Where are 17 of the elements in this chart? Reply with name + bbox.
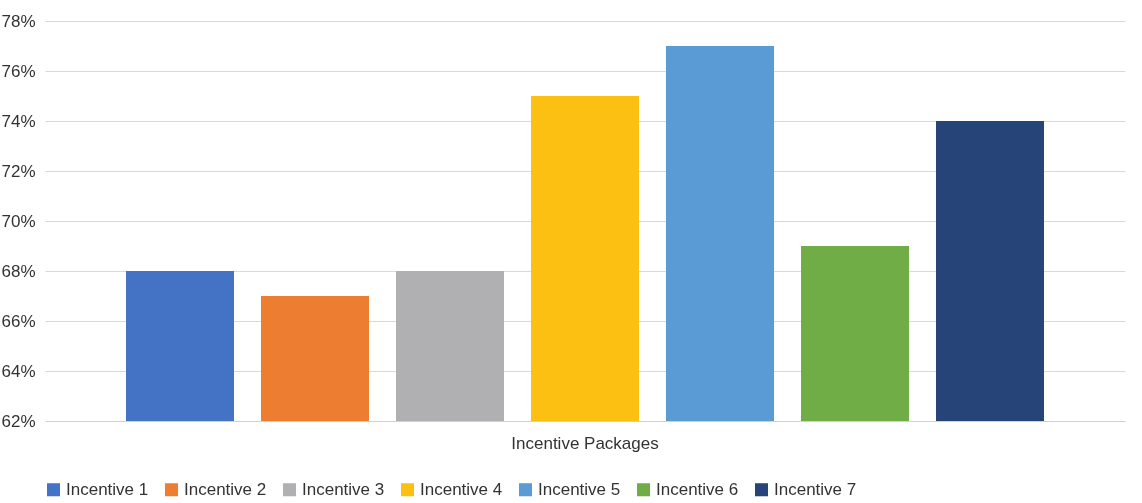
legend-label: Incentive 4 xyxy=(420,479,503,499)
y-tick-label: 64% xyxy=(1,361,36,381)
y-tick-label: 70% xyxy=(1,211,36,231)
y-tick-label: 74% xyxy=(1,111,36,131)
legend-label: Incentive 5 xyxy=(538,479,621,499)
legend-label: Incentive 1 xyxy=(66,479,149,499)
y-tick-label: 72% xyxy=(1,161,36,181)
legend-label: Incentive 3 xyxy=(302,479,385,499)
y-tick-label: 66% xyxy=(1,311,36,331)
x-tick-label: Incentive Packages xyxy=(511,433,659,453)
y-tick-label: 76% xyxy=(1,61,36,81)
y-tick-label: 68% xyxy=(1,261,36,281)
y-tick-label: 78% xyxy=(1,11,36,31)
legend-label: Incentive 7 xyxy=(774,479,857,499)
legend-label: Incentive 6 xyxy=(656,479,739,499)
legend-label: Incentive 2 xyxy=(184,479,267,499)
y-tick-label: 62% xyxy=(1,411,36,431)
